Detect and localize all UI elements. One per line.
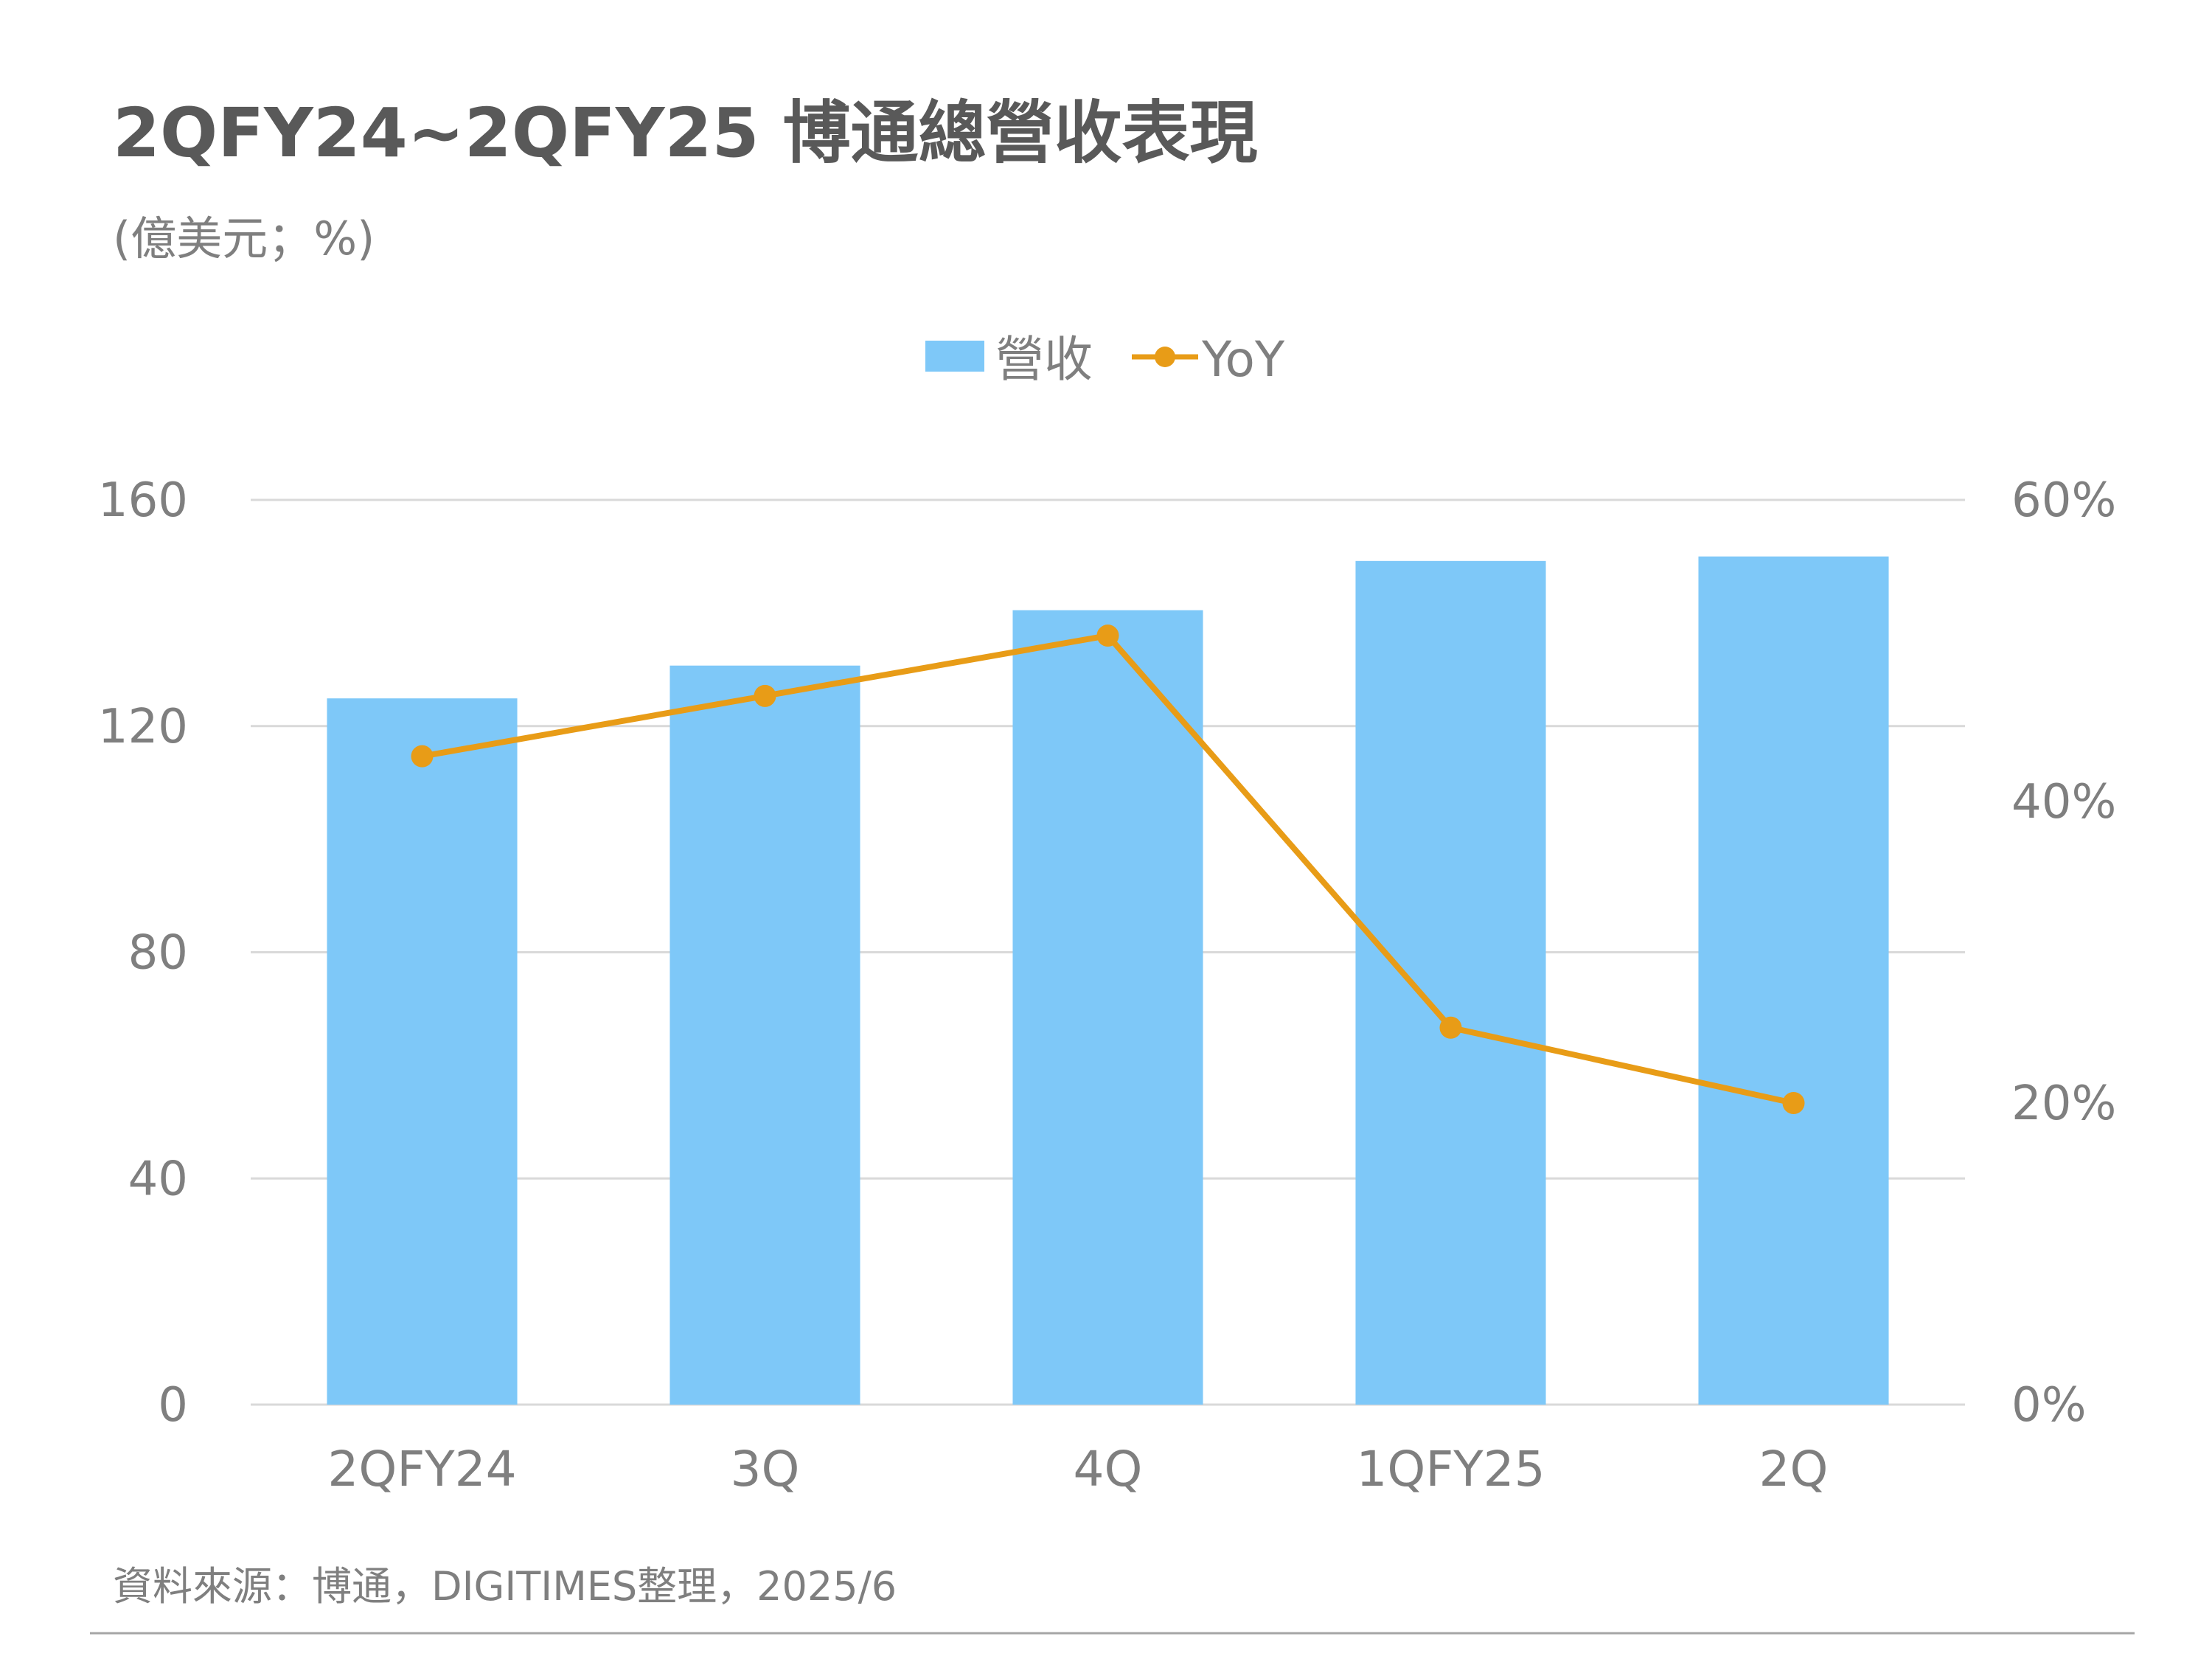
y-right-tick-label: 0% [2011, 1378, 2087, 1433]
y-left-tick-label: 80 [128, 926, 188, 981]
x-tick-label: 4Q [1074, 1441, 1143, 1498]
legend: 營收 YoY [925, 331, 1285, 388]
x-axis: 2QFY24 3Q 4Q 1QFY25 2Q [327, 1441, 1828, 1498]
bars [327, 556, 1889, 1405]
y-right-tick-label: 40% [2011, 775, 2116, 830]
x-tick-label: 2QFY24 [327, 1441, 516, 1498]
chart-subtitle: (億美元；%) [113, 212, 375, 265]
bar-revenue [1012, 610, 1203, 1405]
y-right-tick-label: 20% [2011, 1077, 2116, 1131]
legend-label-revenue: 營收 [995, 331, 1093, 388]
chart-title: 2QFY24~2QFY25 博通總營收表現 [113, 94, 1258, 173]
bar-revenue [1355, 560, 1546, 1405]
bar-revenue [327, 698, 518, 1405]
yoy-line-series [411, 625, 1805, 1114]
bar-revenue [669, 665, 860, 1405]
legend-bar-swatch [925, 341, 984, 372]
bar-revenue [1698, 556, 1889, 1405]
legend-line-marker [1155, 347, 1175, 367]
yoy-point [411, 745, 434, 768]
y-right-tick-label: 60% [2011, 473, 2116, 528]
yoy-point [754, 684, 776, 707]
y-left-tick-label: 160 [98, 473, 188, 528]
y-left-tick-label: 120 [98, 700, 188, 754]
yoy-point [1782, 1092, 1805, 1114]
source-note: 資料來源：博通，DIGITIMES整理，2025/6 [113, 1563, 897, 1610]
y-left-tick-label: 40 [128, 1152, 188, 1206]
yoy-point [1439, 1016, 1462, 1039]
yoy-point [1096, 625, 1119, 647]
legend-label-yoy: YoY [1201, 331, 1285, 388]
y-axis-right: 0% 20% 40% 60% [2011, 473, 2116, 1433]
y-axis-left: 0 40 80 120 160 [98, 473, 188, 1433]
x-tick-label: 1QFY25 [1356, 1441, 1545, 1498]
x-tick-label: 2Q [1759, 1441, 1829, 1498]
x-tick-label: 3Q [731, 1441, 800, 1498]
y-left-tick-label: 0 [158, 1378, 188, 1433]
